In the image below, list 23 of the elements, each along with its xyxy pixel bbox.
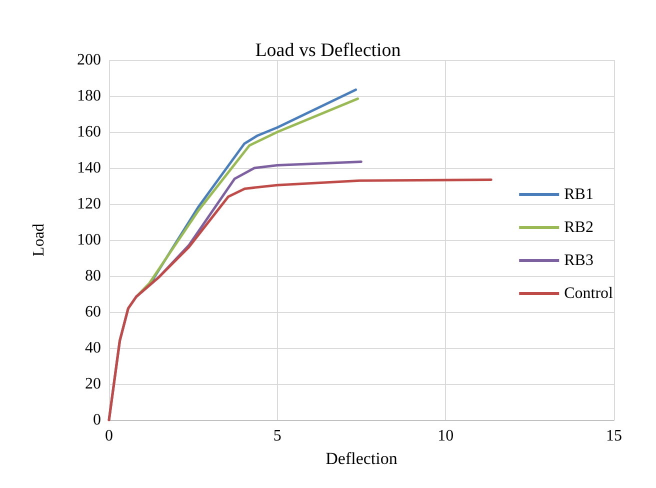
y-tick-label: 140	[77, 160, 101, 176]
x-tick-label: 5	[273, 428, 282, 444]
legend-label: RB1	[564, 186, 594, 203]
legend-label: Control	[564, 285, 614, 302]
x-tick-label: 10	[438, 428, 454, 444]
y-tick-label: 40	[85, 340, 101, 356]
x-tick-label: 15	[606, 428, 622, 444]
y-tick-label: 160	[77, 124, 101, 140]
chart-title: Load vs Deflection	[255, 40, 402, 61]
line-series	[108, 178, 492, 422]
y-tick-label: 80	[85, 268, 101, 284]
x-tick-label: 0	[105, 428, 113, 444]
y-axis-title: Load	[30, 224, 48, 256]
legend-label: RB2	[564, 219, 594, 236]
legend-label: RB3	[564, 252, 594, 269]
y-tick-label: 180	[77, 88, 101, 104]
y-tick-label: 20	[85, 376, 101, 392]
y-tick-label: 200	[77, 52, 101, 68]
y-tick-label: 60	[85, 304, 101, 320]
y-tick-label: 0	[93, 412, 101, 428]
y-tick-label: 100	[77, 232, 101, 248]
y-tick-label: 120	[77, 196, 101, 212]
x-axis-title: Deflection	[326, 449, 398, 468]
